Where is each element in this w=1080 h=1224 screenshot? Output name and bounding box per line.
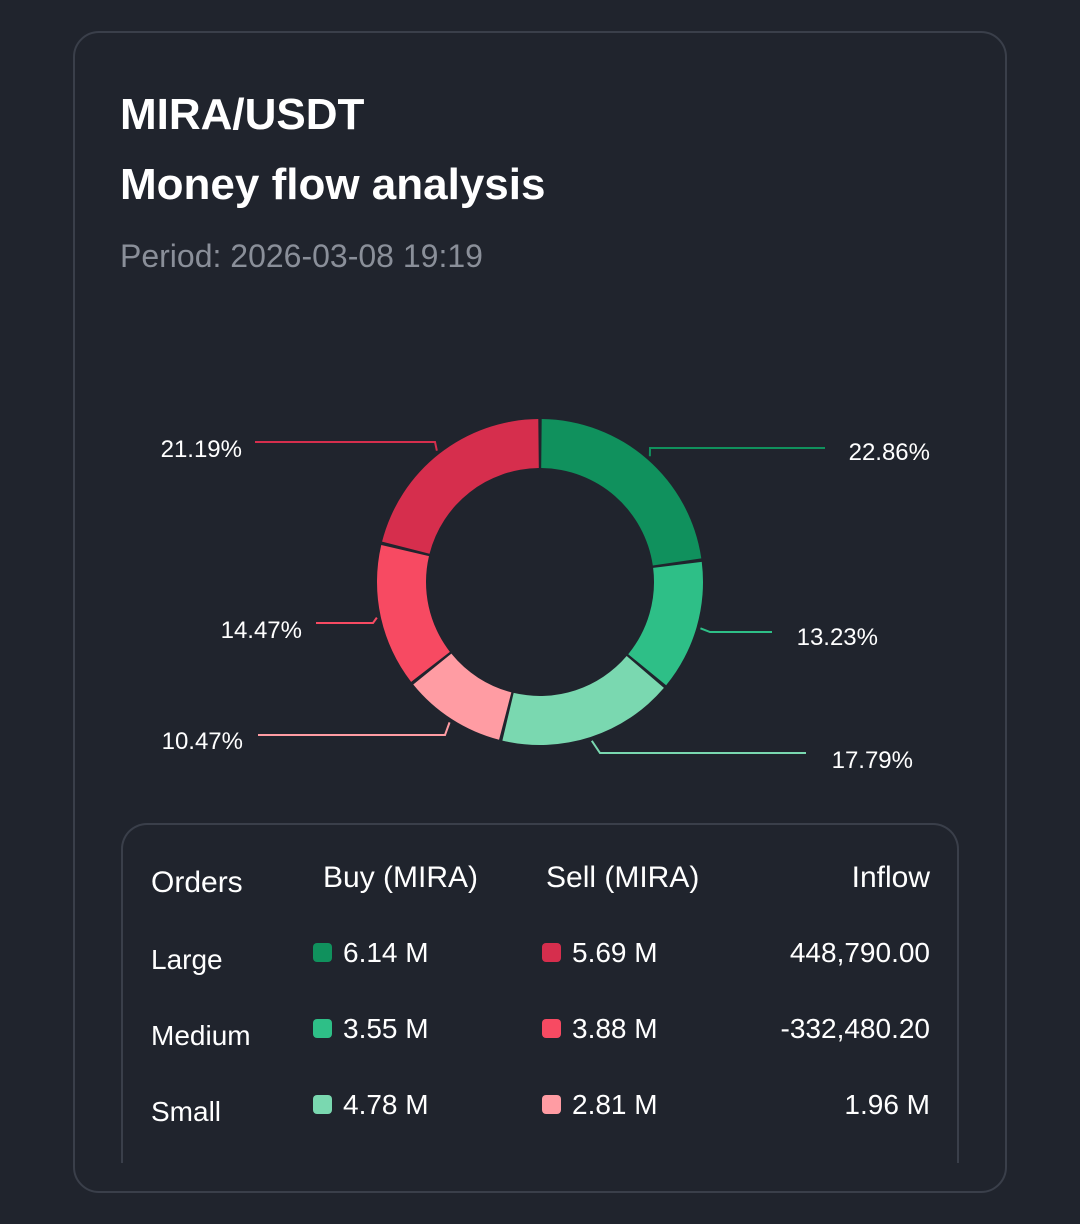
buy-amount: 3.55 M — [343, 1013, 429, 1044]
inflow-value: 448,790.00 — [789, 937, 930, 968]
donut-slice — [541, 419, 702, 566]
buy-value: 6.14 M — [313, 937, 429, 969]
sell-value: 5.69 M — [542, 937, 658, 969]
sell-value: 2.81 M — [542, 1089, 658, 1121]
money-flow-card — [73, 31, 1007, 1193]
order-size-label: Medium — [151, 1020, 251, 1051]
order-size-label: Small — [151, 1096, 222, 1127]
donut-leader-line — [648, 447, 825, 457]
inflow-value: 1.96 M — [844, 1089, 930, 1120]
donut-slice — [382, 419, 539, 554]
section-title: Money flow analysis — [120, 160, 546, 209]
buy-amount: 6.14 M — [343, 937, 429, 968]
buy-value: 4.78 M — [313, 1089, 429, 1121]
header-inflow: Inflow — [851, 861, 930, 894]
donut-slice-label: 21.19% — [161, 436, 242, 463]
donut-slice — [413, 653, 512, 740]
header-sell: Sell (MIRA) — [546, 861, 700, 894]
donut-slice-label: 10.47% — [162, 728, 243, 755]
donut-leader-line — [316, 617, 378, 624]
sell-amount: 5.69 M — [572, 937, 658, 968]
donut-leader-line — [255, 441, 438, 451]
sell-amount: 2.81 M — [572, 1089, 658, 1120]
sell-color-swatch — [542, 1019, 561, 1039]
donut-slice-label: 17.79% — [832, 747, 913, 774]
buy-color-swatch — [313, 1095, 332, 1115]
period-label: Period: 2026-03-08 19:19 — [120, 238, 483, 274]
donut-leader-line — [258, 722, 451, 736]
inflow-value: -332,480.20 — [780, 1013, 930, 1044]
buy-amount: 4.78 M — [343, 1089, 429, 1120]
orders-table — [121, 823, 959, 1163]
buy-value: 3.55 M — [313, 1013, 429, 1045]
donut-leader-line — [590, 740, 806, 754]
sell-color-swatch — [542, 943, 561, 963]
buy-color-swatch — [313, 943, 332, 963]
donut-slice-label: 13.23% — [797, 624, 878, 651]
buy-color-swatch — [313, 1019, 332, 1039]
donut-slice-label: 14.47% — [221, 617, 302, 644]
donut-slice — [502, 656, 664, 746]
money-flow-donut-chart: 22.86% 13.23% 17.79% 10.47% 14.47% 21.19% — [161, 419, 930, 774]
sell-amount: 3.88 M — [572, 1013, 658, 1044]
header-buy: Buy (MIRA) — [323, 861, 479, 894]
donut-slice-label: 22.86% — [849, 439, 930, 466]
trading-pair-title: MIRA/USDT — [120, 90, 365, 139]
header-orders: Orders — [151, 866, 243, 899]
donut-leader-line — [700, 627, 772, 633]
order-size-label: Large — [151, 944, 223, 975]
sell-value: 3.88 M — [542, 1013, 658, 1045]
donut-slice — [377, 544, 450, 682]
sell-color-swatch — [542, 1095, 561, 1115]
donut-slice — [628, 561, 703, 686]
